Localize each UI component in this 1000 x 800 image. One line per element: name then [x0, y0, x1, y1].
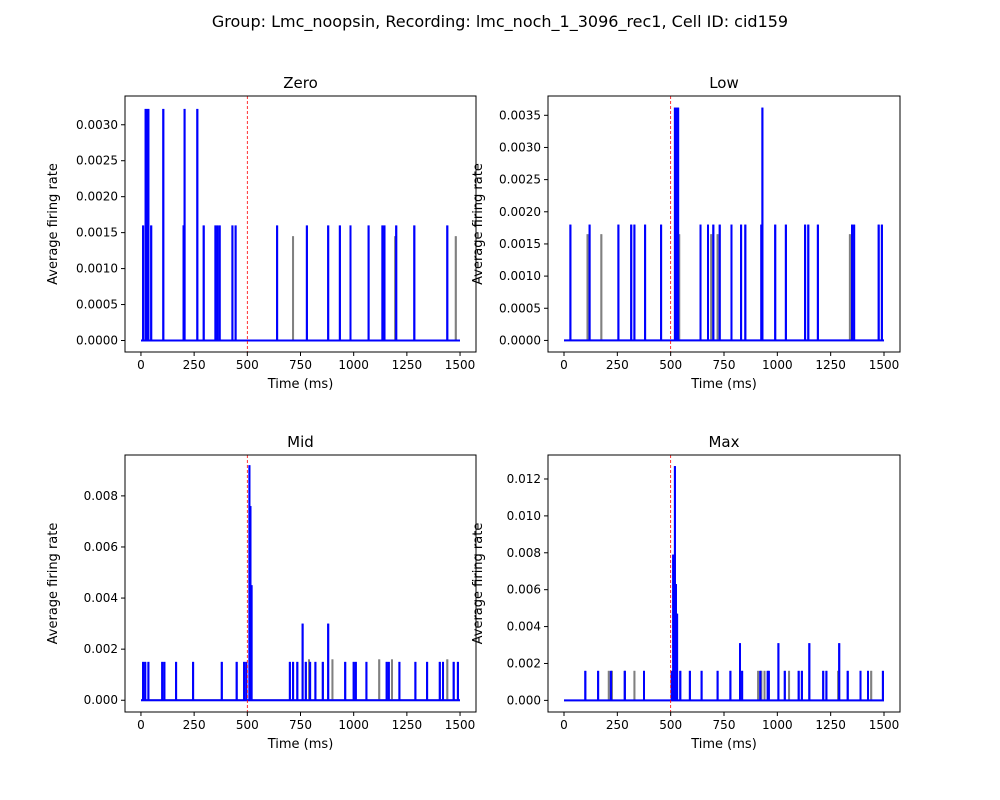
y-tick-label: 0.002	[507, 656, 541, 670]
x-tick-label: 750	[713, 358, 736, 372]
y-tick-label: 0.010	[507, 509, 541, 523]
x-axis-label: Time (ms)	[267, 377, 334, 392]
y-tick-label: 0.012	[507, 472, 541, 486]
x-tick-label: 500	[236, 718, 259, 732]
y-tick-label: 0.004	[507, 620, 541, 634]
x-tick-label: 0	[560, 358, 568, 372]
x-tick-label: 0	[137, 718, 145, 732]
y-tick-label: 0.006	[84, 540, 118, 554]
x-tick-label: 1250	[815, 358, 846, 372]
x-tick-label: 1500	[869, 358, 900, 372]
x-tick-label: 1250	[392, 718, 423, 732]
y-tick-label: 0.006	[507, 583, 541, 597]
y-tick-label: 0.0020	[76, 190, 118, 204]
subplot-title: Low	[709, 74, 739, 92]
y-tick-label: 0.0025	[76, 154, 118, 168]
x-tick-label: 750	[713, 718, 736, 732]
y-tick-label: 0.000	[507, 693, 541, 707]
x-tick-label: 1500	[445, 358, 476, 372]
series-line-other	[141, 659, 460, 702]
y-axis-label: Average firing rate	[46, 523, 61, 645]
subplot-mid: 0 250 500 750 1000 1250 1500 0.000 0.002 0.004 0.0…	[46, 433, 477, 752]
x-tick-label: 250	[183, 718, 206, 732]
x-tick-label: 1000	[762, 718, 793, 732]
y-tick-label: 0.0030	[76, 118, 118, 132]
x-tick-label: 1000	[338, 718, 369, 732]
subplot-max: 0 250 500 750 1000 1250 1500 0.000 0.002 0.004 0.0…	[471, 433, 901, 752]
x-axis-label: Time (ms)	[267, 737, 334, 752]
subplot-low: 0 250 500 750 1000 1250 1500 0.0000 0.0005 0.0010…	[471, 74, 901, 392]
y-tick-label: 0.0010	[76, 262, 118, 276]
subplot-zero: 0 250 500 750 1000 1250 1500 0.0000 0.0005 0.0010…	[46, 74, 477, 392]
x-tick-label: 1000	[762, 358, 793, 372]
x-tick-label: 1000	[338, 358, 369, 372]
y-tick-label: 0.0005	[76, 298, 118, 312]
x-tick-label: 500	[659, 718, 682, 732]
y-axis-label: Average firing rate	[471, 163, 486, 285]
y-tick-label: 0.0025	[499, 173, 541, 187]
y-tick-label: 0.000	[84, 693, 118, 707]
subplot-title: Mid	[287, 433, 314, 451]
y-tick-label: 0.0015	[499, 237, 541, 251]
x-tick-label: 1250	[392, 358, 423, 372]
y-tick-label: 0.0010	[499, 269, 541, 283]
subplot-title: Zero	[283, 74, 318, 92]
y-tick-label: 0.0000	[76, 333, 118, 347]
y-axis-label: Average firing rate	[471, 523, 486, 645]
y-tick-label: 0.008	[84, 489, 118, 503]
x-tick-label: 250	[606, 358, 629, 372]
series-line-other	[141, 236, 460, 342]
x-tick-label: 0	[560, 718, 568, 732]
y-tick-label: 0.0030	[499, 140, 541, 154]
y-tick-label: 0.008	[507, 546, 541, 560]
y-tick-label: 0.002	[84, 642, 118, 656]
x-axis-label: Time (ms)	[690, 737, 757, 752]
x-tick-label: 500	[659, 358, 682, 372]
series-line-other	[564, 234, 884, 342]
y-tick-label: 0.0005	[499, 301, 541, 315]
y-axis-label: Average firing rate	[46, 163, 61, 285]
subplot-title: Max	[708, 433, 739, 451]
x-tick-label: 250	[183, 358, 206, 372]
y-tick-label: 0.0015	[76, 226, 118, 240]
figure-suptitle: Group: Lmc_noopsin, Recording: lmc_noch_…	[211, 12, 789, 31]
y-tick-label: 0.004	[84, 591, 118, 605]
axes-frame	[124, 454, 477, 713]
x-axis-label: Time (ms)	[690, 377, 757, 392]
x-tick-label: 750	[289, 358, 312, 372]
y-tick-label: 0.0035	[499, 108, 541, 122]
x-tick-label: 500	[236, 358, 259, 372]
x-tick-label: 0	[137, 358, 145, 372]
series-line-main	[141, 108, 460, 342]
series-line-main	[141, 465, 460, 702]
axes-frame	[124, 95, 477, 353]
x-tick-label: 1250	[815, 718, 846, 732]
x-tick-label: 1500	[445, 718, 476, 732]
y-tick-label: 0.0000	[499, 333, 541, 347]
series-line-main	[564, 466, 884, 702]
x-tick-label: 250	[606, 718, 629, 732]
y-tick-label: 0.0020	[499, 205, 541, 219]
series-line-main	[564, 107, 884, 342]
x-tick-label: 1500	[869, 718, 900, 732]
x-tick-label: 750	[289, 718, 312, 732]
